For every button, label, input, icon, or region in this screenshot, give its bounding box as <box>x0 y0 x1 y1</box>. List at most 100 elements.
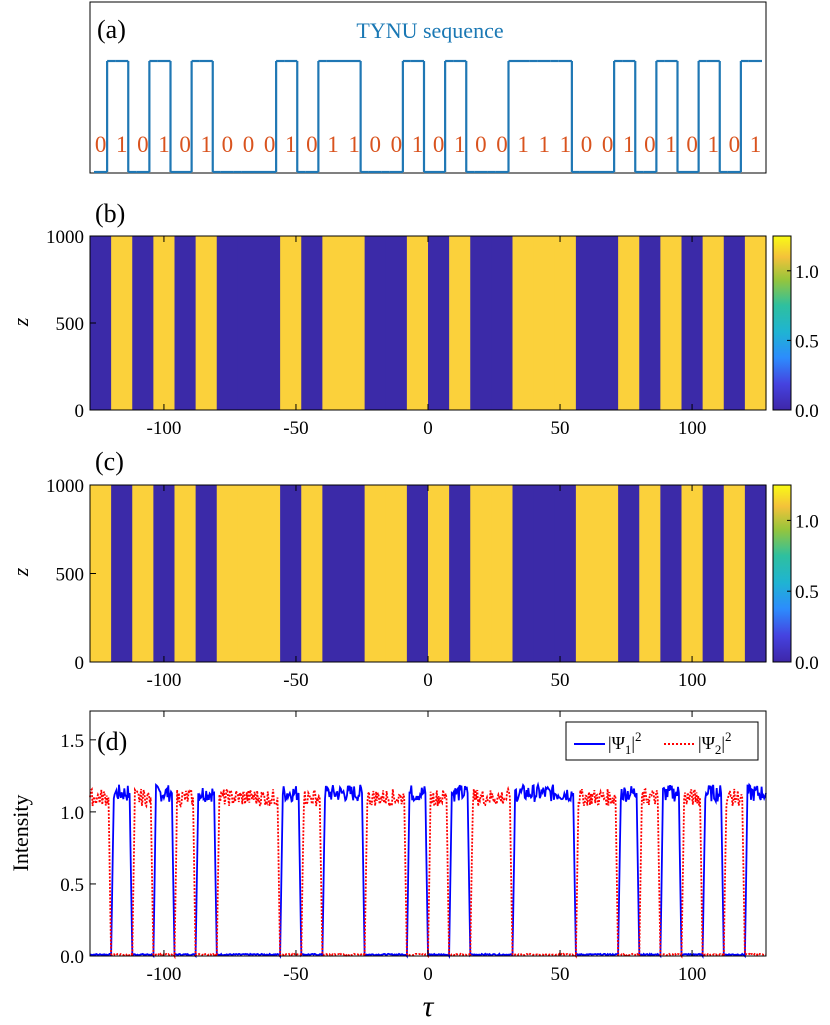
heatmap-cell <box>301 236 323 410</box>
panel-d-axes: -100 -50 0 50 100 1.5 1.0 0.5 0.0 <box>60 711 706 985</box>
heatmap-cell <box>280 236 302 410</box>
heatmap-cell <box>237 485 260 662</box>
intensity-ylabel: Intensity <box>8 795 33 872</box>
sequence-bit: 0 <box>137 132 149 157</box>
heatmap-cell <box>681 485 704 662</box>
sequence-bit: 0 <box>243 132 255 157</box>
heatmap-cell <box>322 485 345 662</box>
heatmap-cell <box>259 485 281 662</box>
y-tick-label: 0.5 <box>60 875 84 896</box>
heatmap-cell <box>322 236 345 410</box>
y-tick-label: 1.0 <box>60 803 84 824</box>
sequence-bit: 1 <box>623 132 635 157</box>
heatmap-cell <box>597 236 619 410</box>
heatmap-cell <box>491 485 514 662</box>
sequence-bit: 0 <box>433 132 445 157</box>
heatmap-cell <box>491 236 514 410</box>
heatmap-cell <box>618 236 640 410</box>
heatmap-cell <box>554 485 577 662</box>
sequence-bit: 0 <box>644 132 656 157</box>
heatmap-cell <box>470 236 492 410</box>
heatmap-c-axes: -100 -50 0 50 100 1000 500 0 <box>46 476 706 691</box>
colorbar-b-ticks: 1.0 0.5 0.0 <box>787 262 819 422</box>
colorbar-tick-label: 1.0 <box>795 262 819 283</box>
sequence-bit: 0 <box>475 132 487 157</box>
x-tick-label: -100 <box>147 418 182 439</box>
colorbar-tick-label: 0.0 <box>795 653 819 674</box>
legend: |Ψ1|2 |Ψ2|2 <box>565 721 759 761</box>
heatmap-cell <box>723 236 746 410</box>
heatmap-cell <box>153 485 176 662</box>
heatmap-cell <box>301 485 323 662</box>
heatmap-c-ylabel: z <box>8 567 33 577</box>
y-tick-label: 500 <box>56 565 85 586</box>
heatmap-cell <box>554 236 577 410</box>
sequence-bit: 1 <box>348 132 360 157</box>
heatmap-cell <box>364 236 387 410</box>
heatmap-cell <box>449 236 471 410</box>
sequence-bit: 1 <box>158 132 170 157</box>
heatmap-cell <box>575 485 598 662</box>
x-tick-label: 100 <box>678 418 707 439</box>
sequence-bit: 1 <box>517 132 529 157</box>
heatmap-cell <box>533 236 556 410</box>
heatmap-cell <box>343 485 366 662</box>
sequence-bit: 1 <box>750 132 762 157</box>
heatmap-cell <box>343 236 366 410</box>
panel-c: (c) -100 -50 0 50 100 1000 500 0 z 1.0 0.5 0.0 <box>8 447 819 691</box>
colorbar-b <box>772 235 792 411</box>
sequence-bit: 1 <box>412 132 424 157</box>
sequence-bit: 0 <box>264 132 276 157</box>
heatmap-cell <box>639 236 661 410</box>
x-tick-label: 0 <box>423 964 433 985</box>
panel-d-label: (d) <box>97 727 127 756</box>
heatmap-cell <box>428 485 450 662</box>
heatmap-cell <box>639 485 661 662</box>
colorbar-c <box>772 484 792 663</box>
panel-b-label: (b) <box>95 199 125 228</box>
y-tick-label: 0 <box>75 401 85 422</box>
heatmap-cell <box>90 236 112 410</box>
heatmap-cell <box>660 485 683 662</box>
heatmap-cell <box>533 485 556 662</box>
heatmap-cell <box>259 236 281 410</box>
sequence-bit: 1 <box>116 132 128 157</box>
heatmap-c <box>90 485 767 662</box>
heatmap-cell <box>406 236 429 410</box>
tau-xlabel: τ <box>423 990 435 1023</box>
heatmap-cell <box>195 236 218 410</box>
x-tick-label: -50 <box>283 964 308 985</box>
heatmap-b <box>90 236 767 410</box>
x-tick-label: 100 <box>678 670 707 691</box>
heatmap-cell <box>132 485 154 662</box>
sequence-bit: 1 <box>327 132 339 157</box>
heatmap-cell <box>512 485 535 662</box>
heatmap-cell <box>744 485 767 662</box>
heatmap-cell <box>216 485 239 662</box>
heatmap-cell <box>216 236 239 410</box>
sequence-bit: 1 <box>665 132 677 157</box>
heatmap-cell <box>723 485 746 662</box>
heatmap-b-axes: -100 -50 0 50 100 1000 500 0 <box>46 227 706 439</box>
heatmap-cell <box>385 236 408 410</box>
x-tick-label: 0 <box>423 670 433 691</box>
sequence-bit: 0 <box>581 132 593 157</box>
heatmap-cell <box>406 485 429 662</box>
colorbar-c-ticks: 1.0 0.5 0.0 <box>787 511 819 674</box>
heatmap-cell <box>618 485 640 662</box>
sequence-bit: 0 <box>391 132 403 157</box>
colorbar-tick-label: 0.0 <box>795 401 819 422</box>
legend-psi1-label: |Ψ1|2 <box>608 729 642 757</box>
sequence-title: TYNU sequence <box>356 18 503 43</box>
panel-c-label: (c) <box>95 447 124 476</box>
sequence-bit: 0 <box>95 132 107 157</box>
heatmap-cell <box>512 236 535 410</box>
panel-b: (b) -100 -50 0 50 100 1000 500 0 z 1.0 0.5 0.0 <box>8 199 819 439</box>
sequence-bit: 1 <box>285 132 297 157</box>
x-tick-label: 50 <box>551 670 570 691</box>
x-tick-label: 50 <box>551 418 570 439</box>
heatmap-cell <box>174 236 197 410</box>
